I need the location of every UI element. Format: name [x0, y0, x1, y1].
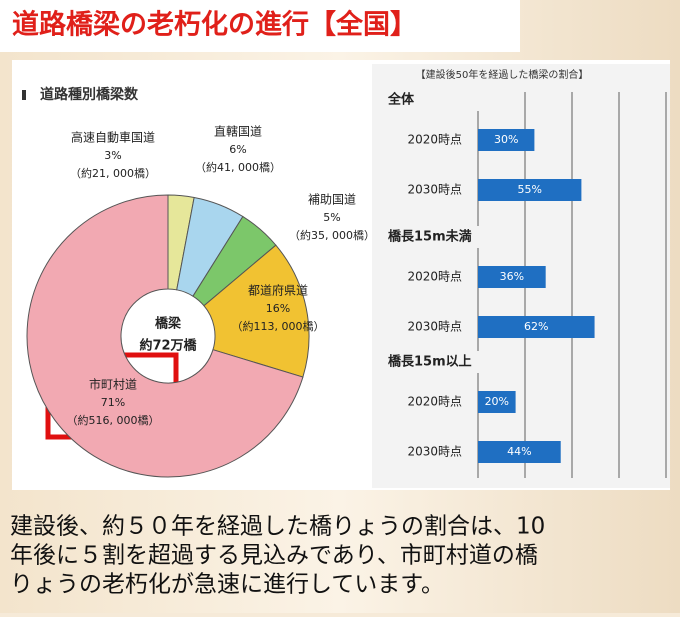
bar [478, 266, 546, 288]
row-label: 2030時点 [407, 183, 462, 197]
slice-count: （約113, 000橋） [232, 319, 325, 333]
row-label: 2030時点 [407, 320, 462, 334]
slice-count: （約41, 000橋） [195, 160, 281, 174]
value-label: 44% [507, 445, 531, 458]
donut-slice [26, 194, 304, 478]
group-name: 橋長15m以上 [388, 354, 472, 370]
donut-slice [203, 244, 310, 378]
value-label: 30% [494, 133, 518, 146]
center-label: 約72万橋 [139, 338, 197, 354]
slice-value: 71% [101, 396, 125, 409]
bar [478, 316, 595, 338]
slice-count: （約35, 000橋） [289, 228, 375, 242]
group-header-bg [382, 226, 486, 248]
body-line: 年後に５割を超過する見込みであり、市町村道の橋 [10, 543, 538, 569]
slice-value: 16% [266, 302, 290, 315]
slice-name: 直轄国道 [214, 124, 262, 139]
group-header-bg [382, 89, 486, 111]
bar [478, 391, 516, 413]
row-label: 2030時点 [407, 445, 462, 459]
group-name: 全体 [387, 92, 415, 108]
row-label: 2020時点 [407, 133, 462, 147]
slice-value: 6% [229, 143, 246, 156]
center-label: 橋梁 [155, 316, 182, 332]
bar [478, 179, 582, 201]
title-band [0, 0, 520, 52]
bar [478, 441, 561, 463]
body-line: 建設後、約５０年を経過した橋りょうの割合は、10 [10, 514, 545, 540]
row-label: 2020時点 [407, 270, 462, 284]
value-label: 55% [517, 183, 541, 196]
body-text: 建設後、約５０年を経過した橋りょうの割合は、10 年後に５割を超過する見込みであり… [10, 514, 545, 598]
slice-name: 都道府県道 [248, 283, 308, 298]
value-label: 62% [524, 320, 548, 333]
slice-count: （約516, 000橋） [67, 413, 160, 427]
group-name: 橋長15m未満 [388, 229, 472, 245]
slice-name: 高速自動車国道 [71, 130, 155, 145]
body-line: りょうの老朽化が急速に進行しています。 [10, 572, 444, 598]
slice-value: 5% [323, 211, 340, 224]
slice-name: 市町村道 [89, 377, 137, 392]
value-label: 20% [485, 395, 509, 408]
value-label: 36% [500, 270, 524, 283]
slice-name: 補助国道 [308, 193, 356, 207]
slice-count: （約21, 000橋） [70, 166, 156, 180]
page-title: 道路橋梁の老朽化の進行【全国】 [12, 9, 417, 41]
bar [478, 129, 535, 151]
chart-title: 【建設後50年を経過した橋梁の割合】 [416, 68, 589, 81]
group-header-bg [382, 351, 486, 373]
title-marker [22, 90, 26, 100]
slice-value: 3% [104, 149, 121, 162]
chart-title: 道路種別橋梁数 [40, 86, 139, 103]
row-label: 2020時点 [407, 395, 462, 409]
